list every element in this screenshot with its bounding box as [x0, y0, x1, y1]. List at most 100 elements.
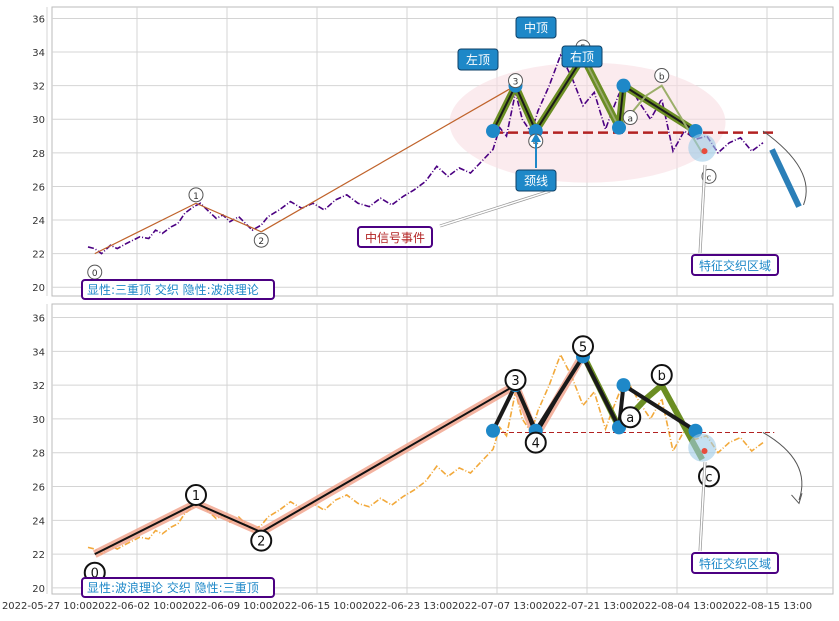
left-top-label: 左顶 [466, 52, 490, 67]
bottom-wave-label-circle [504, 369, 527, 392]
top-wave-label: 0 [92, 269, 98, 279]
left-top-callout: 左顶 [457, 48, 499, 71]
top-ytick-label: 24 [32, 216, 45, 227]
bottom-wave-label: a [626, 411, 634, 426]
bottom-zone-center [701, 448, 708, 455]
top-forecast-bar [769, 148, 802, 208]
bottom-pivot-dot [486, 423, 500, 438]
bottom-ytick-label: 20 [32, 584, 45, 595]
top-ytick-label: 20 [32, 283, 45, 294]
neckline-label: 颈线 [524, 174, 548, 188]
top-wave-ab-line [582, 56, 704, 154]
bottom-wave-label-circle [572, 335, 594, 358]
bottom-zone-label: 特征交织区域 [699, 556, 771, 571]
bottom-wave-label: 1 [192, 489, 200, 504]
y-tick-labels: 20 20 22 22 24 24 26 26 28 28 30 30 32 32 34 34 36 36 [32, 14, 45, 594]
neckline-arrow-head [531, 133, 541, 142]
x-tick-label: 2022-06-02 10:00 [92, 601, 182, 612]
bottom-wave-label-circle [650, 363, 673, 386]
bottom-forecast-arc [762, 432, 803, 501]
top-ytick-label: 26 [32, 182, 45, 193]
x-tick-labels: 2022-05-27 10:00 2022-06-02 10:00 2022-06-… [2, 601, 812, 612]
mid-top-label: 中顶 [524, 20, 548, 35]
bottom-caption: 显性:波浪理论 交织 隐性:三重顶 [81, 577, 275, 598]
top-wave-segment [195, 202, 262, 233]
bottom-wave-line [94, 354, 584, 556]
bottom-wave-label: 3 [511, 374, 519, 389]
bottom-zone-marker [688, 433, 717, 462]
mid-top-callout: 中顶 [515, 16, 557, 39]
bottom-zone-callout: 特征交织区域 [691, 552, 779, 574]
top-wave-label-circle [622, 110, 638, 126]
bottom-caption-text: 显性:波浪理论 交织 隐性:三重顶 [87, 580, 259, 595]
bottom-ytick-label: 36 [32, 314, 45, 325]
top-wave-label: b [659, 73, 665, 83]
x-tick-label: 2022-05-27 10:00 [2, 601, 92, 612]
x-tick-label: 2022-07-07 13:00 [452, 601, 542, 612]
bottom-ytick-label: 24 [32, 516, 45, 527]
top-zone-marker [688, 133, 717, 162]
bottom-wave-label: 4 [532, 437, 540, 452]
bottom-wave-label: 2 [257, 535, 265, 550]
top-caption: 显性:三重顶 交织 隐性:波浪理论 [81, 279, 275, 300]
x-tick-label: 2022-07-21 13:00 [542, 601, 632, 612]
top-pivot-dot [486, 124, 500, 138]
top-ytick-label: 32 [32, 82, 45, 93]
top-panel-frame [51, 6, 834, 297]
bottom-wave-label-circle [524, 431, 547, 454]
bottom-forecast-arrow-head [791, 493, 803, 505]
top-wave-label-circle [654, 68, 670, 84]
bottom-wave-label: c [705, 470, 712, 485]
top-wave-label-circle [188, 187, 204, 203]
mid-signal-callout: 中信号事件 [357, 226, 433, 248]
top-ytick-label: 28 [32, 149, 45, 160]
right-top-label: 右顶 [570, 49, 594, 64]
bottom-wave-label-circle [250, 529, 273, 552]
x-tick-label: 2022-06-23 13:00 [362, 601, 452, 612]
mid-signal-arrow-inner [439, 190, 551, 227]
top-wave-label: 3 [513, 78, 519, 88]
top-wave-label: c [707, 173, 712, 183]
bottom-pivot-dot [616, 378, 631, 393]
bottom-wave-label-circle [619, 406, 642, 429]
top-wave-label: 2 [258, 237, 264, 247]
x-tick-label: 2022-08-15 13:00 [722, 601, 812, 612]
right-top-callout: 右顶 [561, 45, 603, 68]
top-wave-label: a [627, 115, 633, 125]
bottom-ytick-label: 26 [32, 483, 45, 494]
top-zone-label: 特征交织区域 [699, 258, 771, 273]
top-ytick-label: 34 [32, 48, 45, 59]
x-tick-label: 2022-08-04 13:00 [632, 601, 722, 612]
top-zone-arrow-inner [699, 164, 706, 254]
bottom-wave-label-circle [185, 483, 207, 506]
top-wave-label-circle [253, 232, 269, 248]
bottom-wave-label: 0 [91, 567, 99, 582]
bottom-zone-arrow-inner [699, 461, 706, 552]
top-ytick-label: 22 [32, 250, 45, 261]
bottom-wave-label: b [658, 369, 666, 384]
mid-signal-label: 中信号事件 [365, 230, 425, 245]
top-pivot-dot [616, 78, 631, 93]
neckline-callout: 颈线 [515, 169, 557, 192]
top-pivot-dot [612, 120, 626, 135]
x-tick-label: 2022-06-15 10:00 [272, 601, 362, 612]
bottom-ytick-label: 32 [32, 381, 45, 392]
top-wave-segment [260, 85, 516, 233]
top-zone-center [701, 148, 708, 155]
bottom-ytick-label: 34 [32, 347, 45, 358]
top-wave-label-circle [508, 73, 523, 89]
bottom-ytick-label: 30 [32, 415, 45, 426]
bottom-ytick-label: 22 [32, 550, 45, 561]
top-wave-segment [94, 202, 197, 255]
top-wave-label: 1 [193, 192, 199, 202]
top-caption-text: 显性:三重顶 交织 隐性:波浪理论 [87, 282, 259, 297]
top-forecast-arc [762, 130, 807, 206]
top-ytick-label: 30 [32, 115, 45, 126]
bottom-wave-label: 5 [579, 340, 587, 355]
bottom-ytick-label: 28 [32, 449, 45, 460]
top-zone-callout: 特征交织区域 [691, 254, 779, 276]
top-ytick-label: 36 [32, 14, 45, 25]
x-tick-label: 2022-06-09 10:00 [182, 601, 272, 612]
